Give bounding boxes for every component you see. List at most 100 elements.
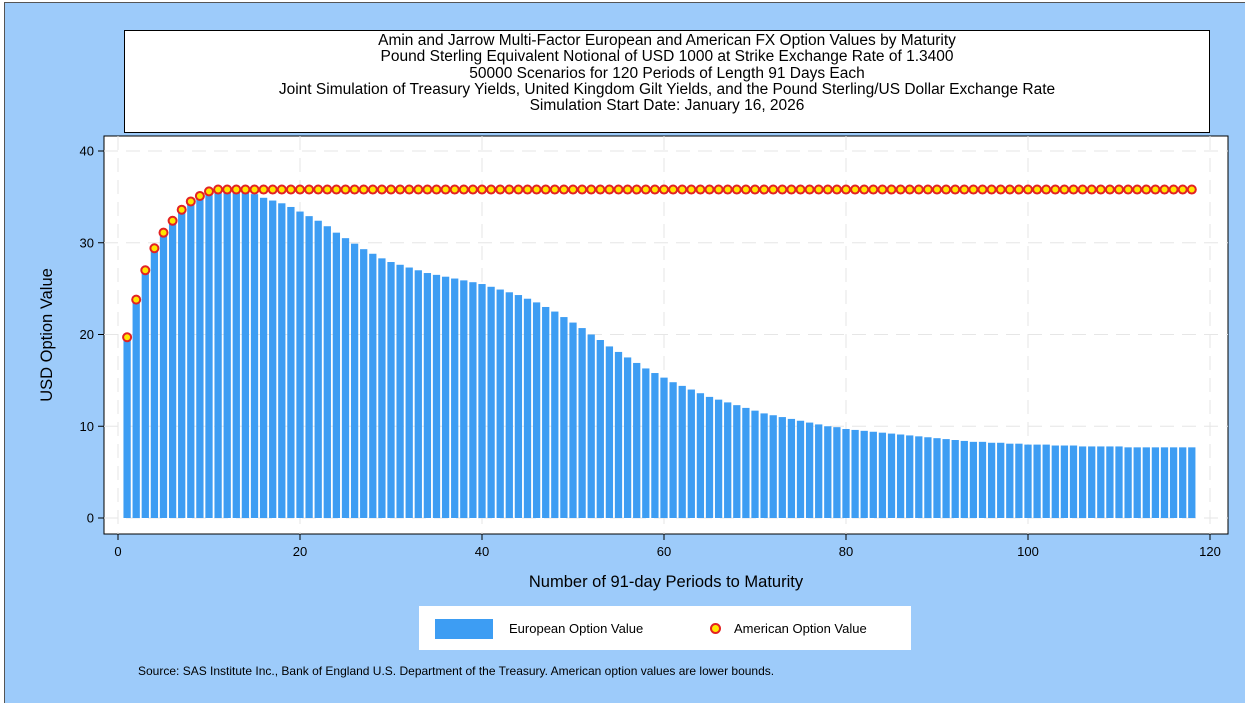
american-marker (404, 184, 415, 195)
american-marker (568, 184, 578, 195)
american-marker (1141, 184, 1152, 195)
european-bar (906, 435, 914, 518)
european-bar (660, 377, 668, 518)
european-bar (350, 243, 359, 519)
american-marker (194, 190, 205, 201)
title-line-1: Amin and Jarrow Multi-Factor European an… (378, 32, 956, 49)
legend-label-european: European Option Value (509, 621, 644, 636)
american-marker (358, 184, 369, 195)
american-marker (659, 184, 669, 195)
american-marker (704, 184, 715, 195)
european-bar (869, 431, 877, 518)
american-marker (1032, 184, 1043, 195)
y-tick-label: 40 (80, 144, 94, 159)
title-line-4: Joint Simulation of Treasury Yields, Uni… (278, 80, 1056, 98)
american-marker (677, 184, 688, 195)
european-bar (942, 439, 950, 518)
american-marker (1114, 184, 1124, 195)
american-marker (1150, 184, 1161, 195)
european-bar (360, 249, 368, 519)
european-bar (414, 270, 422, 518)
european-bar (815, 424, 823, 518)
european-bar (960, 440, 968, 518)
european-bar (259, 197, 268, 519)
title-line-3: 50000 Scenarios for 120 Periods of Lengt… (469, 64, 865, 82)
american-marker (204, 186, 214, 197)
european-bar (196, 196, 204, 518)
american-marker (1132, 184, 1143, 195)
american-marker (1059, 184, 1070, 195)
european-bar (633, 362, 641, 518)
american-marker (695, 184, 706, 195)
chart-title-box: Amin and Jarrow Multi-Factor European an… (124, 30, 1210, 133)
european-bar (423, 273, 432, 518)
european-bar (132, 299, 140, 518)
american-marker (467, 184, 478, 195)
american-marker (786, 184, 797, 195)
american-marker (631, 184, 642, 195)
european-bar (796, 420, 805, 518)
european-bar (305, 216, 313, 518)
american-marker (276, 184, 287, 195)
american-marker (304, 184, 315, 195)
american-marker (131, 294, 142, 305)
european-bar (1106, 446, 1114, 518)
american-marker (577, 184, 588, 195)
european-bar (1042, 444, 1050, 518)
european-bar (778, 417, 786, 518)
y-tick-label: 10 (80, 419, 94, 434)
american-marker (613, 184, 624, 195)
european-bar (1024, 444, 1032, 518)
american-marker (295, 184, 305, 195)
legend-label-american: American Option Value (734, 621, 867, 636)
european-bar (141, 270, 149, 518)
american-marker (149, 243, 160, 254)
european-bar (1033, 444, 1041, 518)
american-marker (740, 184, 751, 195)
european-bar (168, 220, 177, 519)
european-bar (387, 262, 395, 518)
american-marker (959, 184, 970, 195)
american-markers (122, 184, 1197, 343)
american-marker (686, 184, 697, 195)
american-marker (122, 332, 133, 343)
american-marker (285, 184, 296, 195)
european-bar (514, 295, 523, 518)
american-marker (995, 184, 1006, 195)
american-marker (941, 184, 952, 195)
european-bar (1051, 445, 1059, 518)
american-marker (713, 184, 724, 195)
european-bar (987, 442, 996, 518)
european-bar (505, 292, 513, 518)
european-bar (1069, 445, 1078, 518)
american-marker (422, 184, 433, 195)
axes: 0 20 40 60 80 100 120 0 10 20 30 40 (80, 144, 1221, 560)
european-bar (805, 422, 814, 518)
american-marker (932, 184, 942, 195)
title-line-2: Pound Sterling Equivalent Notional of US… (380, 48, 954, 66)
american-marker (486, 184, 497, 195)
european-bar (751, 410, 759, 518)
american-marker (841, 184, 851, 195)
y-tick-label: 20 (80, 327, 94, 342)
european-bar (1160, 447, 1169, 518)
american-marker (895, 184, 906, 195)
european-bar (1088, 446, 1096, 518)
legend-swatch-european (435, 619, 493, 639)
european-bar (250, 194, 259, 518)
american-marker (813, 184, 824, 195)
european-bar (1006, 443, 1014, 518)
american-marker (640, 184, 651, 195)
american-marker (313, 184, 324, 195)
legend: European Option Value American Option Va… (419, 606, 911, 650)
european-bar (223, 189, 231, 518)
european-bar (769, 415, 777, 518)
american-marker (1177, 184, 1188, 195)
american-marker (1159, 184, 1170, 195)
american-marker (213, 184, 224, 195)
american-marker (322, 184, 333, 195)
american-marker (1077, 184, 1088, 195)
american-marker (176, 204, 187, 215)
european-bar (997, 442, 1005, 518)
